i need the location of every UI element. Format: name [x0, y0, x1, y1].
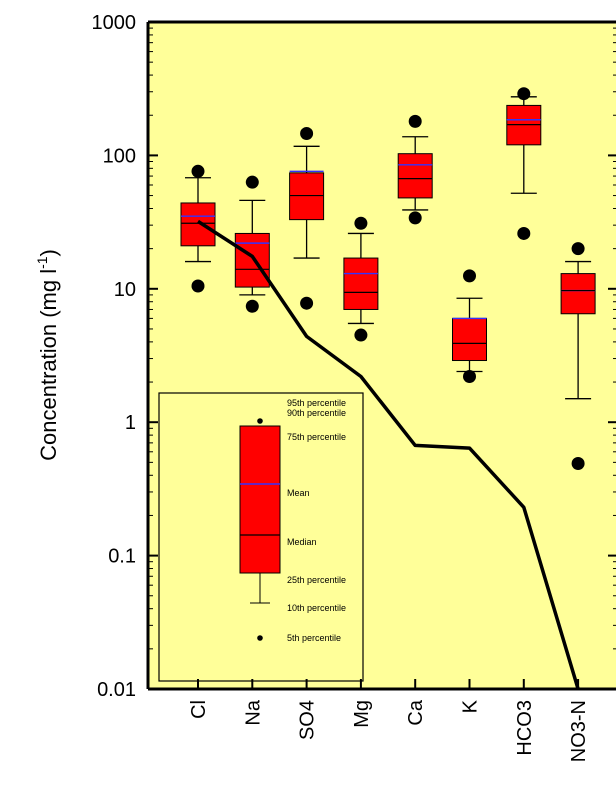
outlier-5th [300, 296, 314, 310]
legend-label-p95: 95th percentile [287, 398, 346, 408]
x-tick-label: Mg [351, 700, 373, 728]
outlier-95th [571, 242, 585, 256]
y-tick-label: 1 [125, 412, 136, 434]
x-tick-label: Ca [405, 699, 427, 725]
outlier-95th [408, 114, 422, 128]
y-tick-label: 0.01 [97, 679, 136, 701]
outlier-5th [571, 457, 585, 471]
legend-dot-95th [257, 418, 263, 424]
outlier-95th [300, 126, 314, 140]
box [452, 317, 487, 362]
legend-label-p75: 75th percentile [287, 432, 346, 442]
line-layer [197, 219, 580, 690]
box [180, 202, 216, 247]
x-tick-label: NO3-N [568, 700, 590, 762]
legend-label-p25: 25th percentile [287, 575, 346, 585]
boxes-layer [180, 87, 596, 471]
box [397, 153, 433, 199]
x-tick-label: SO4 [297, 700, 319, 740]
y-tick-label: 1000 [92, 12, 137, 34]
y-tick-label: 10 [114, 279, 136, 301]
box [343, 257, 379, 310]
x-tick-label: Na [242, 699, 264, 725]
box [560, 273, 596, 315]
box [234, 232, 270, 288]
outlier-95th [517, 87, 531, 101]
outlier-95th [245, 175, 259, 189]
box [289, 172, 325, 221]
outlier-5th [191, 279, 205, 293]
outlier-5th [408, 211, 422, 225]
legend-dot-5th [257, 635, 263, 641]
x-tick-label: HCO3 [514, 700, 536, 756]
legend-label-p10: 10th percentile [287, 603, 346, 613]
outlier-5th [245, 299, 259, 313]
outlier-95th [354, 216, 368, 230]
legend-box-sample [239, 425, 281, 574]
outlier-95th [463, 269, 476, 283]
x-tick-label: K [460, 699, 482, 713]
outlier-5th [354, 328, 368, 342]
trend-line [197, 219, 580, 690]
legend-label-median: Median [287, 537, 317, 547]
outlier-5th [517, 226, 531, 240]
outlier-95th [191, 164, 205, 178]
x-tick-label: Cl [188, 700, 210, 719]
outlier-5th [463, 370, 476, 384]
legend-label-p90: 90th percentile [287, 408, 346, 418]
y-axis-label: Concentration (mg l-1) [34, 249, 61, 461]
legend-label-p5: 5th percentile [287, 633, 341, 643]
legend-box [158, 392, 364, 682]
legend-label-mean: Mean [287, 488, 310, 498]
y-tick-label: 100 [103, 145, 136, 167]
plot-area [148, 22, 616, 689]
y-tick-label: 0.1 [108, 546, 136, 568]
